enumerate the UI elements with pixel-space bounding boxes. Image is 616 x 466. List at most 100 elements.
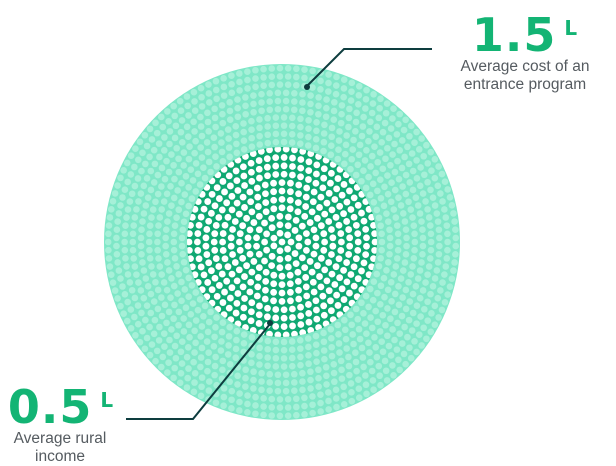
pattern-dot	[289, 171, 296, 179]
pattern-dot	[126, 279, 134, 286]
pattern-dot	[194, 306, 202, 314]
pattern-dot	[260, 82, 267, 89]
pattern-dot	[355, 92, 363, 99]
pattern-dot	[441, 206, 448, 213]
pattern-dot	[340, 383, 347, 391]
pattern-dot	[161, 301, 169, 309]
pattern-dot	[250, 385, 257, 392]
pattern-dot	[219, 319, 227, 326]
pattern-dot	[335, 146, 342, 153]
value-number: 0.5	[7, 380, 93, 434]
pattern-dot	[255, 226, 263, 234]
pattern-dot	[219, 158, 227, 165]
pattern-dot	[404, 333, 411, 341]
pattern-dot	[266, 330, 273, 337]
pattern-dot	[310, 288, 318, 296]
pattern-dot	[278, 272, 286, 280]
pattern-dot	[107, 271, 115, 278]
pattern-dot	[185, 293, 192, 300]
pattern-dot	[153, 347, 161, 355]
pattern-dot	[284, 412, 292, 419]
pattern-dot	[437, 190, 444, 197]
pattern-dot	[304, 142, 312, 149]
pattern-dot	[380, 202, 388, 210]
pattern-dot	[295, 234, 303, 242]
pattern-dot	[380, 274, 388, 282]
pattern-dot	[194, 170, 202, 178]
pattern-dot	[191, 379, 198, 386]
pattern-dot	[150, 330, 158, 338]
pattern-dot	[224, 126, 232, 133]
pattern-dot	[376, 328, 384, 335]
pattern-dot	[117, 174, 124, 182]
pattern-dot	[179, 226, 187, 234]
pattern-dot	[272, 346, 280, 354]
pattern-dot	[236, 78, 243, 86]
pattern-dot	[205, 378, 213, 385]
pattern-dot	[346, 187, 353, 195]
pattern-dot	[395, 238, 402, 246]
pattern-dot	[358, 267, 365, 275]
pattern-dot	[146, 323, 153, 331]
pattern-dot	[427, 148, 435, 156]
pattern-dot	[246, 226, 254, 234]
pattern-dot	[205, 158, 213, 166]
pattern-dot	[293, 411, 300, 419]
pattern-dot	[246, 188, 254, 196]
pattern-dot	[117, 302, 124, 310]
pattern-dot	[170, 315, 177, 323]
pattern-dot	[151, 160, 159, 168]
pattern-dot	[284, 81, 292, 89]
pattern-dot	[148, 263, 155, 270]
pattern-dot	[303, 230, 310, 238]
pattern-dot	[240, 163, 247, 171]
pattern-dot	[302, 203, 310, 210]
pattern-dot	[350, 282, 358, 290]
pattern-dot	[289, 305, 296, 313]
pattern-dot	[246, 288, 254, 296]
pattern-dot	[391, 308, 399, 316]
pattern-dot	[312, 332, 320, 340]
pattern-dot	[220, 92, 228, 99]
pattern-dot	[291, 387, 298, 394]
pattern-dot	[198, 323, 206, 330]
leader-line-top-endpoint	[304, 84, 310, 90]
pattern-dot	[452, 234, 460, 242]
pattern-dot	[301, 394, 308, 402]
pattern-dot	[247, 317, 255, 325]
pattern-dot	[341, 326, 349, 334]
pattern-dot	[175, 321, 182, 329]
pattern-dot	[202, 234, 210, 242]
pattern-dot	[392, 214, 400, 221]
pattern-dot	[365, 173, 372, 181]
pattern-dot	[155, 222, 162, 229]
pattern-dot	[338, 110, 345, 118]
pattern-dot	[322, 363, 330, 371]
pattern-dot	[446, 194, 454, 201]
pattern-dot	[205, 387, 213, 394]
pattern-dot	[413, 348, 420, 356]
pattern-dot	[393, 222, 401, 229]
pattern-dot	[333, 73, 340, 81]
pattern-dot	[170, 161, 177, 169]
pattern-dot	[272, 122, 280, 130]
pattern-dot	[146, 153, 153, 161]
pattern-dot	[301, 264, 309, 271]
pattern-dot	[274, 387, 282, 395]
pattern-dot	[340, 181, 348, 188]
pattern-dot	[347, 206, 355, 213]
pattern-dot	[371, 230, 377, 238]
pattern-dot	[370, 91, 377, 98]
pattern-dot	[452, 226, 459, 233]
pattern-dot	[336, 202, 344, 210]
pattern-dot	[176, 379, 184, 387]
pattern-dot	[358, 344, 366, 352]
pattern-dot	[399, 267, 407, 274]
pattern-dot	[425, 214, 433, 221]
pattern-dot	[284, 395, 292, 403]
pattern-dot	[394, 230, 402, 238]
pattern-dot	[149, 206, 157, 213]
pattern-dot	[127, 325, 135, 332]
value-display: 1.5 L	[440, 12, 610, 58]
pattern-dot	[124, 178, 131, 186]
